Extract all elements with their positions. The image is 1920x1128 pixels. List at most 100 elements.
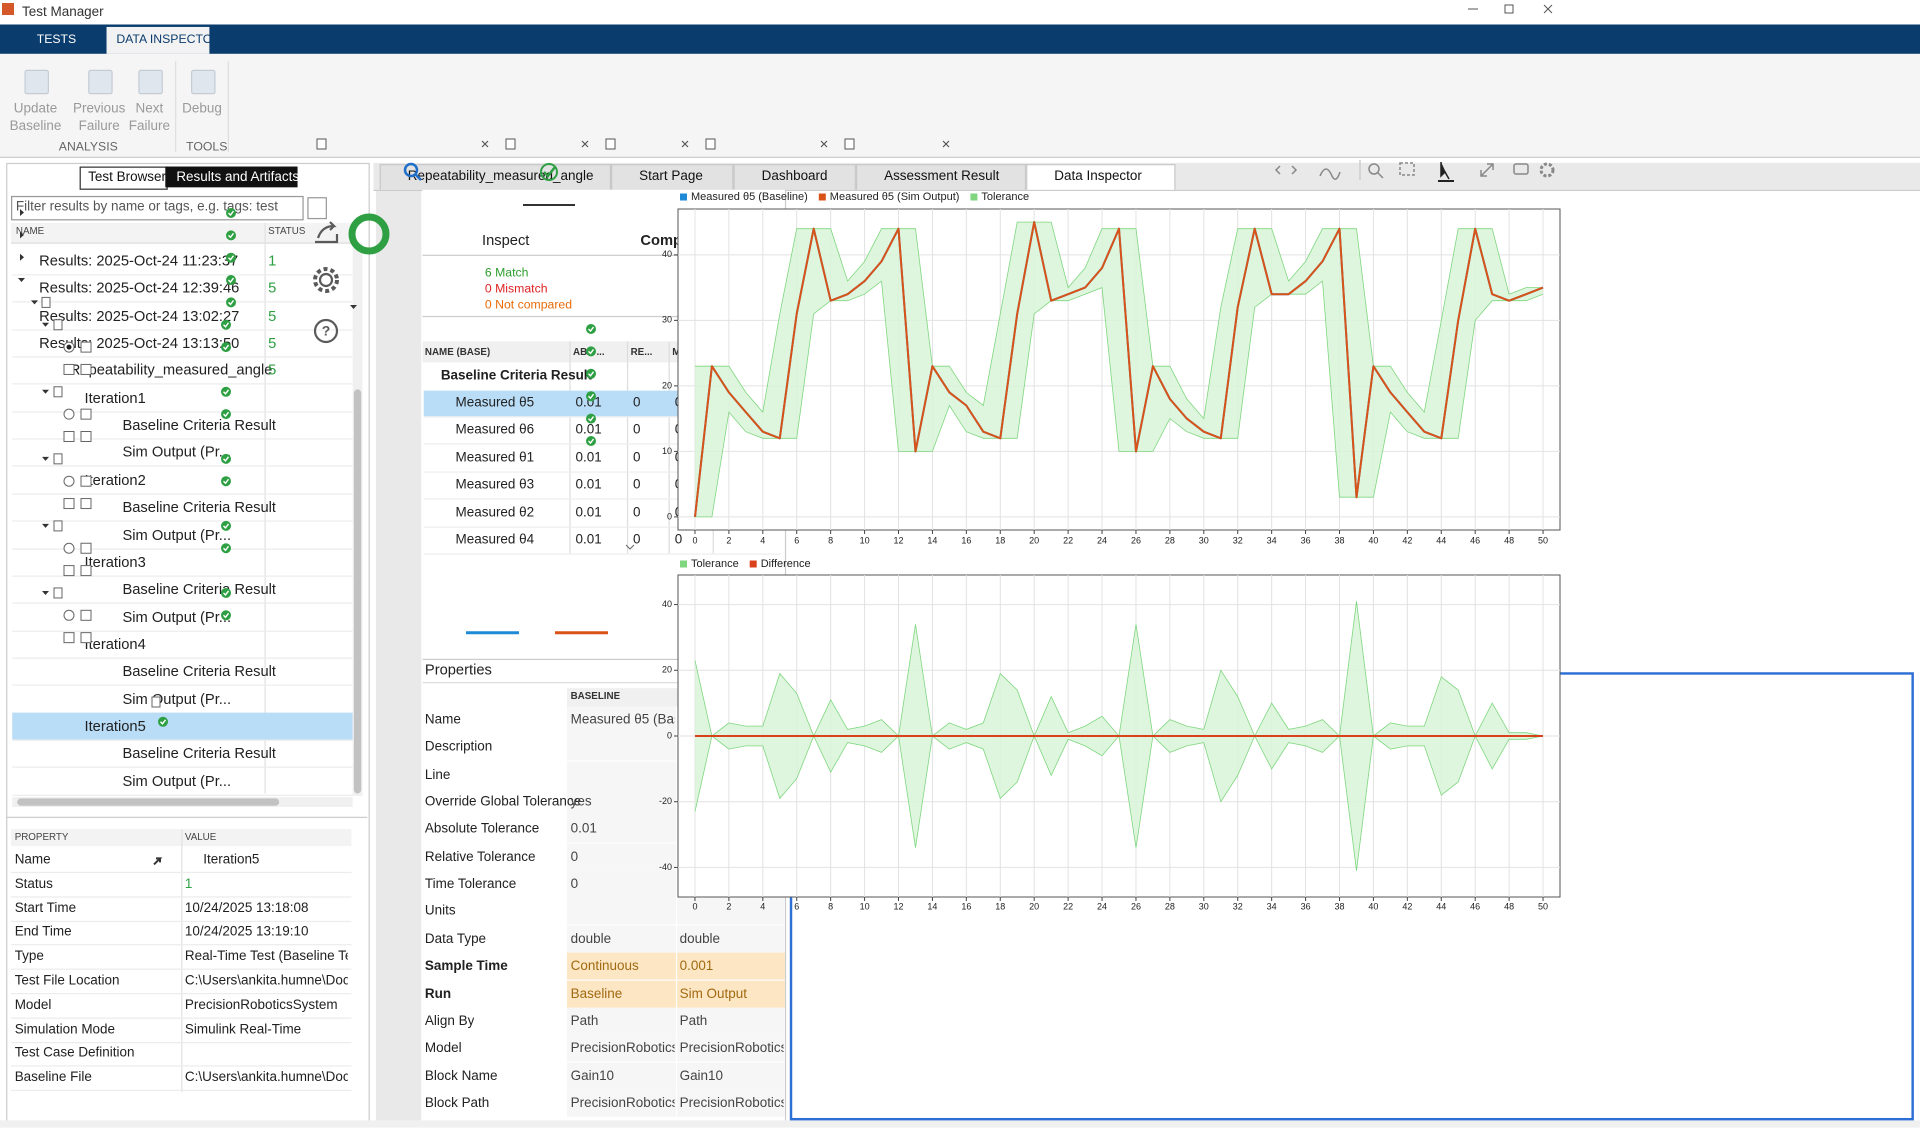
doc-tab[interactable] xyxy=(855,164,1027,190)
filter-button[interactable] xyxy=(307,197,327,220)
doc-tab-label[interactable]: Dashboard xyxy=(761,168,828,184)
cell-divider xyxy=(675,925,678,953)
radio[interactable] xyxy=(63,542,75,554)
window-controls[interactable] xyxy=(1468,4,1553,14)
doc-tab[interactable] xyxy=(733,164,856,190)
doc-tab-label[interactable]: Assessment Result xyxy=(884,168,1000,184)
checkbox[interactable] xyxy=(63,363,75,375)
expander[interactable] xyxy=(20,231,24,239)
expander[interactable] xyxy=(20,253,24,261)
checkbox[interactable] xyxy=(63,632,75,644)
pass-icon xyxy=(226,297,236,308)
tool-button[interactable]: Previous Failure xyxy=(72,101,126,134)
expander[interactable] xyxy=(42,389,49,394)
legend-swatch[interactable] xyxy=(970,193,978,201)
expander[interactable] xyxy=(42,322,49,327)
tab-icon xyxy=(505,138,516,150)
x-tick-label: 12 xyxy=(893,535,903,545)
sidebar-icons[interactable]: ? xyxy=(313,221,339,344)
signal-name[interactable]: Measured θ5 xyxy=(455,395,535,411)
legend-swatch[interactable] xyxy=(749,560,757,568)
doc-tab[interactable] xyxy=(1026,164,1176,190)
radio[interactable] xyxy=(63,475,75,487)
tree-item[interactable]: Sim Output (Pr... xyxy=(122,443,232,461)
expander[interactable] xyxy=(18,278,25,283)
tolerance-value: 0.01 xyxy=(575,395,602,411)
checkbox[interactable] xyxy=(63,498,75,510)
legend-label[interactable]: Measured θ5 (Sim Output) xyxy=(830,191,960,203)
expander[interactable] xyxy=(42,523,49,528)
tree-item[interactable]: Results: 2025-Oct-24 11:23:37 xyxy=(39,252,239,270)
legend-label[interactable]: Measured θ5 (Baseline) xyxy=(691,191,808,203)
tree-item[interactable]: Baseline Criteria Result xyxy=(122,662,276,680)
toggle-active[interactable] xyxy=(165,166,298,188)
doc-tab-label[interactable]: Data Inspector xyxy=(1054,168,1142,184)
chevron[interactable] xyxy=(625,544,635,550)
x-tick-label: 34 xyxy=(1267,535,1277,545)
tab[interactable]: DATA INSPECTOR xyxy=(116,33,222,47)
toggle-label[interactable]: Results and Artifacts xyxy=(176,170,300,185)
tree-item[interactable]: Results: 2025-Oct-24 13:02:27 xyxy=(39,306,240,325)
link-icon[interactable] xyxy=(153,857,163,866)
tool-button[interactable]: Debug xyxy=(182,101,222,117)
legend-swatch[interactable] xyxy=(680,193,687,201)
tree-item[interactable]: Iteration5 xyxy=(84,717,146,735)
tree-item[interactable]: Repeatability_measured_angle xyxy=(69,361,273,379)
expander[interactable] xyxy=(20,209,24,216)
expander[interactable] xyxy=(42,590,49,595)
signal-name[interactable]: Measured θ6 xyxy=(455,422,535,438)
tree-item[interactable]: Baseline Criteria Result xyxy=(122,498,276,516)
doc-tab-label[interactable]: Start Page xyxy=(639,168,703,184)
tree-item[interactable]: Iteration3 xyxy=(84,553,146,571)
column-divider xyxy=(668,341,670,554)
doc-tab[interactable] xyxy=(611,164,734,190)
close-tab[interactable] xyxy=(681,140,689,148)
close-tab[interactable] xyxy=(942,140,950,148)
signal-name[interactable]: Measured θ3 xyxy=(455,477,535,493)
tree-item[interactable]: Baseline Criteria Result xyxy=(122,580,276,598)
checkbox[interactable] xyxy=(63,565,75,577)
checkbox[interactable] xyxy=(63,431,75,442)
filter-input[interactable] xyxy=(11,195,304,221)
filter-placeholder[interactable]: Filter results by name or tags, e.g. tag… xyxy=(15,199,278,215)
legend-swatch[interactable] xyxy=(818,193,826,201)
close-tab[interactable] xyxy=(581,140,589,148)
legend-label[interactable]: Difference xyxy=(761,558,811,570)
mode-button[interactable]: Inspect xyxy=(482,231,530,249)
legend-label[interactable]: Tolerance xyxy=(981,191,1029,203)
mode-icons[interactable] xyxy=(348,162,575,255)
toggle-label[interactable]: Test Browser xyxy=(88,170,167,185)
radio[interactable] xyxy=(63,609,75,621)
expander[interactable] xyxy=(31,300,38,305)
tree-item[interactable]: Sim Output (Pr... xyxy=(122,772,232,790)
plot-toolbar[interactable] xyxy=(1274,160,1555,182)
close-tab[interactable] xyxy=(820,140,828,148)
expander[interactable] xyxy=(350,305,357,309)
tab-active[interactable] xyxy=(106,26,210,54)
tree-item[interactable]: Baseline Criteria Result xyxy=(122,416,276,434)
signal-name[interactable]: Measured θ1 xyxy=(455,450,535,466)
column-header: NAME (BASE) xyxy=(424,346,491,358)
legend-swatch[interactable] xyxy=(680,560,687,568)
tree-item[interactable]: Iteration4 xyxy=(84,635,146,653)
tool-button[interactable]: Update Baseline xyxy=(9,101,62,134)
tree-item[interactable]: Sim Output (Pr... xyxy=(122,690,232,708)
tree-item[interactable]: Sim Output (Pr... xyxy=(122,525,232,544)
cell-divider xyxy=(675,706,678,734)
pass-tick xyxy=(588,371,595,377)
signal-name[interactable]: Measured θ4 xyxy=(455,532,535,548)
tree-item[interactable]: Baseline Criteria Result xyxy=(122,744,276,762)
tree-item[interactable]: Sim Output (Pr... xyxy=(122,608,232,626)
legend-label[interactable]: Tolerance xyxy=(691,558,739,570)
signal-name[interactable]: Measured θ2 xyxy=(455,505,535,520)
pass-tick xyxy=(223,411,230,418)
tree-item[interactable]: Results: 2025-Oct-24 12:39:46 xyxy=(39,279,240,297)
tree-item[interactable]: Iteration2 xyxy=(84,471,146,489)
radio[interactable] xyxy=(63,408,75,420)
expander[interactable] xyxy=(42,456,49,461)
tab[interactable]: TESTS xyxy=(36,33,77,47)
tree-item[interactable]: Iteration1 xyxy=(84,389,146,407)
tool-button[interactable]: Next Failure xyxy=(128,101,170,134)
close-tab[interactable] xyxy=(481,140,489,148)
tab-strip xyxy=(0,24,1920,54)
